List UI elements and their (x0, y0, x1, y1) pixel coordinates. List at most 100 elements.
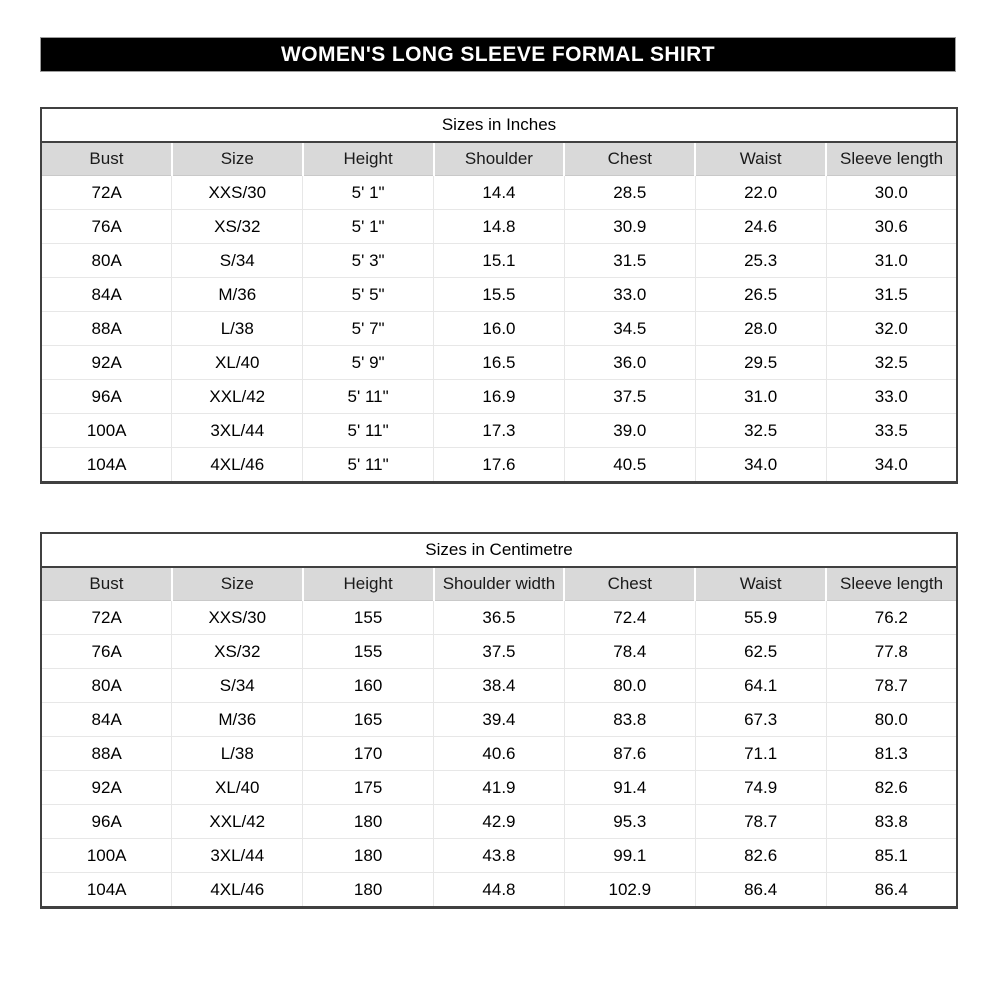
table-cell: L/38 (171, 736, 303, 771)
table-cell: 39.4 (433, 702, 565, 737)
table-row: 88A L/38 5' 7" 16.0 34.5 28.0 32.0 (41, 311, 957, 346)
table-row: 88A L/38 170 40.6 87.6 71.1 81.3 (41, 736, 957, 771)
table-cell: XXS/30 (171, 175, 303, 210)
table-cell: 81.3 (825, 736, 957, 771)
table-cell: 96A (41, 379, 172, 414)
table-cell: 175 (302, 770, 434, 805)
column-header: Height (301, 142, 434, 176)
table-cell: 31.5 (563, 243, 696, 278)
table-row: 92A XL/40 175 41.9 91.4 74.9 82.6 (41, 770, 957, 805)
table-cell: L/38 (171, 311, 303, 346)
table-cell: 83.8 (825, 804, 957, 839)
table-header-row: Bust Size Height Shoulder width Chest Waist Sl… (41, 567, 957, 601)
table-cell: 4XL/46 (171, 872, 303, 908)
table-cell: 38.4 (433, 668, 565, 703)
table-row: 100A 3XL/44 180 43.8 99.1 82.6 85.1 (41, 838, 957, 873)
table-cell: 180 (302, 804, 434, 839)
table-cell: 5' 11" (302, 413, 434, 448)
table-cell: 26.5 (694, 277, 827, 312)
table-cell: 100A (41, 413, 172, 448)
table-row: 96A XXL/42 180 42.9 95.3 78.7 83.8 (41, 804, 957, 839)
column-header: Height (301, 567, 434, 601)
table-row: 96A XXL/42 5' 11" 16.9 37.5 31.0 33.0 (41, 379, 957, 414)
column-header: Size (170, 142, 303, 176)
table-cell: 55.9 (694, 600, 827, 635)
table-cell: XXS/30 (171, 600, 303, 635)
table-caption: Sizes in Inches (41, 108, 957, 143)
table-cell: 86.4 (825, 872, 957, 908)
table-row: 104A 4XL/46 5' 11" 17.6 40.5 34.0 34.0 (41, 447, 957, 483)
column-header: Chest (563, 142, 696, 176)
table-row: 92A XL/40 5' 9" 16.5 36.0 29.5 32.5 (41, 345, 957, 380)
table-cell: 39.0 (563, 413, 696, 448)
table-cell: 4XL/46 (171, 447, 303, 483)
table-cell: 78.7 (694, 804, 827, 839)
table-cell: 80A (41, 668, 172, 703)
table-cell: 32.5 (694, 413, 827, 448)
table-cell: 37.5 (433, 634, 565, 669)
table-cell: 34.0 (694, 447, 827, 483)
table-cell: 104A (41, 447, 172, 483)
table-cell: 155 (302, 634, 434, 669)
table-cell: 86.4 (694, 872, 827, 908)
table-cell: 32.0 (825, 311, 957, 346)
table-cell: 64.1 (694, 668, 827, 703)
column-header: Shoulder (432, 142, 565, 176)
table-cell: 44.8 (433, 872, 565, 908)
table-cell: 84A (41, 702, 172, 737)
table-cell: 77.8 (825, 634, 957, 669)
table-cell: 33.0 (563, 277, 696, 312)
table-cell: 5' 1" (302, 175, 434, 210)
table-cell: 5' 11" (302, 379, 434, 414)
table-cell: 160 (302, 668, 434, 703)
table-cell: 42.9 (433, 804, 565, 839)
table-cell: 72A (41, 600, 172, 635)
table-cell: XS/32 (171, 209, 303, 244)
table-cell: 15.1 (433, 243, 565, 278)
table-cell: 82.6 (825, 770, 957, 805)
table-cell: 104A (41, 872, 172, 908)
table-cell: 95.3 (563, 804, 696, 839)
column-header: Waist (694, 567, 827, 601)
table-cell: 31.0 (694, 379, 827, 414)
table-cell: 78.4 (563, 634, 696, 669)
table-cell: 28.5 (563, 175, 696, 210)
table-cell: 87.6 (563, 736, 696, 771)
table-cell: 30.6 (825, 209, 957, 244)
table-row: 100A 3XL/44 5' 11" 17.3 39.0 32.5 33.5 (41, 413, 957, 448)
column-header: Size (170, 567, 303, 601)
table-cell: 29.5 (694, 345, 827, 380)
table-cell: 71.1 (694, 736, 827, 771)
product-title-banner: WOMEN'S LONG SLEEVE FORMAL SHIRT (40, 37, 956, 72)
table-cell: 76A (41, 634, 172, 669)
table-cell: 80.0 (825, 702, 957, 737)
table-cell: 5' 5" (302, 277, 434, 312)
column-header: Sleeve length (825, 142, 957, 176)
table-cell: 78.7 (825, 668, 957, 703)
table-cell: 180 (302, 872, 434, 908)
table-cell: XXL/42 (171, 379, 303, 414)
table-cell: 16.0 (433, 311, 565, 346)
table-cell: 16.9 (433, 379, 565, 414)
table-cell: 30.0 (825, 175, 957, 210)
table-cell: 3XL/44 (171, 413, 303, 448)
table-row: 84A M/36 165 39.4 83.8 67.3 80.0 (41, 702, 957, 737)
page-title: WOMEN'S LONG SLEEVE FORMAL SHIRT (281, 42, 715, 66)
table-cell: 92A (41, 345, 172, 380)
table-cell: 72A (41, 175, 172, 210)
table-cell: 32.5 (825, 345, 957, 380)
table-cell: 33.5 (825, 413, 957, 448)
table-cell: 25.3 (694, 243, 827, 278)
table-cell: 5' 1" (302, 209, 434, 244)
table-cell: 74.9 (694, 770, 827, 805)
table-cell: 88A (41, 736, 172, 771)
table-cell: 15.5 (433, 277, 565, 312)
table-cell: 30.9 (563, 209, 696, 244)
table-row: 72A XXS/30 155 36.5 72.4 55.9 76.2 (41, 600, 957, 635)
table-cell: 17.3 (433, 413, 565, 448)
table-cell: 5' 7" (302, 311, 434, 346)
table-cell: 14.4 (433, 175, 565, 210)
table-cell: 5' 3" (302, 243, 434, 278)
table-cell: 40.6 (433, 736, 565, 771)
